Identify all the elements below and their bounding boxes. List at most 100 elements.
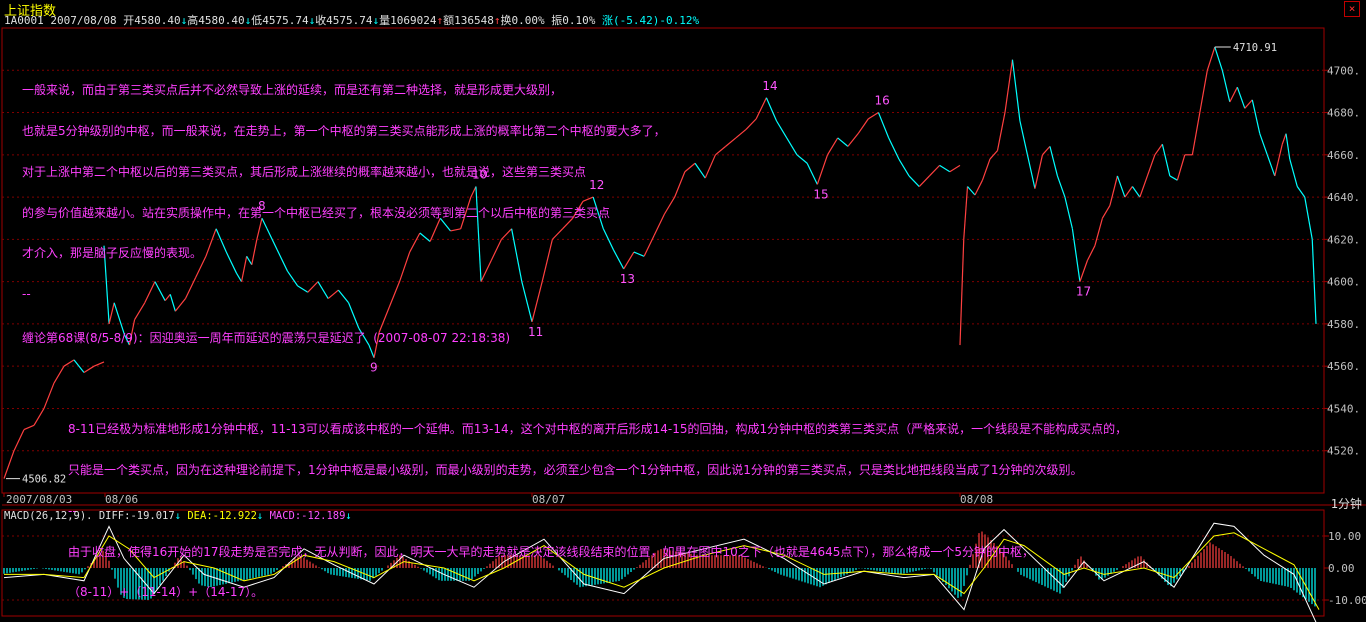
price-segment [633,251,645,257]
price-segment [735,128,747,139]
price-segment [694,162,706,179]
price-segment [169,294,176,312]
extreme-labels: 4710.91 4506.82 [6,42,1277,486]
price-segment [1034,154,1044,189]
amplitude: 振0.10% [551,14,596,27]
price-segment [1161,144,1171,177]
price-segment [918,175,930,187]
arrow-down-icon: ↓ [372,14,380,27]
price-segment [1311,239,1317,324]
price-segment [184,277,197,299]
y-tick-label: 4640. [1327,191,1360,204]
macd-dea: DEA:-12.922 [187,510,257,522]
y-tick-label: 4680. [1327,107,1360,120]
annotation-line: -- [68,503,77,518]
y-tick-label: 4620. [1327,233,1360,246]
change: 涨(-5.42)-0.12% [602,14,700,27]
price-segment [1176,154,1186,181]
arrow-down-icon: ↓ [180,14,188,27]
price-segment [572,201,584,219]
dea-line [4,532,1320,610]
price-segment [108,302,115,325]
price-segment [949,164,961,173]
y-tick-label: 4520. [1327,445,1360,458]
price-segment [981,158,991,181]
price-segment [1086,245,1096,261]
price-segment [460,196,472,229]
price-segment [1131,186,1141,198]
price-segment [541,239,553,282]
price-segment [786,137,798,156]
macd-value: MACD:-12.189 [269,510,346,522]
price-segment [1139,175,1148,198]
price-segment [898,158,910,177]
price-segment [877,112,890,139]
price-segment [562,217,574,230]
annotation-line: 才介入，那是脑子反应慢的表现。 [22,246,203,261]
x-tick-label: 2007/08/03 [6,493,72,506]
price-segment [745,118,757,130]
price-segment [1244,99,1253,109]
price-segment [256,218,263,240]
turnover: 换0.00% [500,14,545,27]
price-segment [83,365,95,374]
x-tick-label: 08/06 [105,493,138,506]
price-segment [348,302,360,329]
price-segment [195,256,207,278]
y-tick-label: 4660. [1327,149,1360,162]
price-segment [612,249,625,270]
diff-line [3,522,1317,622]
price-segment [996,112,1006,151]
chart-frame [1,27,1366,617]
macd-diff: DIFF:-19.017 [98,510,175,522]
price-segment [286,270,299,287]
wave-label-15: 15 [813,187,828,201]
price-segment [1124,186,1133,198]
price-segment [368,344,375,358]
price-segment [1191,112,1201,155]
y-tick-label: 4560. [1327,360,1360,373]
open-price: 开4580.40 [123,14,181,27]
annotation-top: 一般来说，而由于第三类买点后并不必然导致上涨的延续，而是还有第二种选择，就是形成… [22,57,666,359]
price-segment [205,228,217,257]
price-segment [154,281,166,301]
price-segment [1094,218,1103,246]
price-segment [103,245,110,324]
price-segment [928,164,941,177]
wave-label-9: 9 [370,361,378,375]
price-segment [776,120,788,139]
annotation-line: 的参与价值越来越小。站在实质操作中，在第一个中枢已经买了，根本没必须等到第二个以… [22,205,611,220]
price-segment [1041,145,1051,156]
arrow-down-icon: ↓ [308,14,316,27]
annotation-line: 也就是5分钟级别的中枢，而一般来说，在走势上，第一个中枢的第三类买点能形成上涨的… [22,123,666,138]
price-segment [251,239,258,265]
price-segment [1281,133,1287,145]
price-segment [33,408,45,426]
price-segment [715,145,727,156]
price-segment [1266,154,1276,177]
wave-label-13: 13 [620,272,635,286]
price-segment [1236,86,1246,109]
min-label: 4506.82 [22,474,66,486]
close-price: 收4575.74 [315,14,373,27]
price-segment [1206,46,1216,71]
price-segment [398,251,411,282]
price-segment [551,228,564,240]
price-segment [43,382,55,409]
annotation-line: （8-11）+（11-14）+（14-17）。 [68,585,264,600]
price-segment [663,196,676,215]
macd-tick-label: 10.00 [1328,530,1361,543]
macd-panel-border [1,509,1325,617]
price-segment [13,429,25,451]
y-tick-label: 4540. [1327,402,1360,415]
price-segment [429,217,441,242]
price-panel-border [1,27,1325,494]
price-segment [1289,158,1298,187]
price-segment [827,137,839,156]
price-segment [967,186,976,196]
price-segment [164,293,171,302]
period-label[interactable]: 1分钟 [1330,497,1362,511]
close-button[interactable]: × [1344,1,1360,17]
price-segment [1109,175,1118,206]
